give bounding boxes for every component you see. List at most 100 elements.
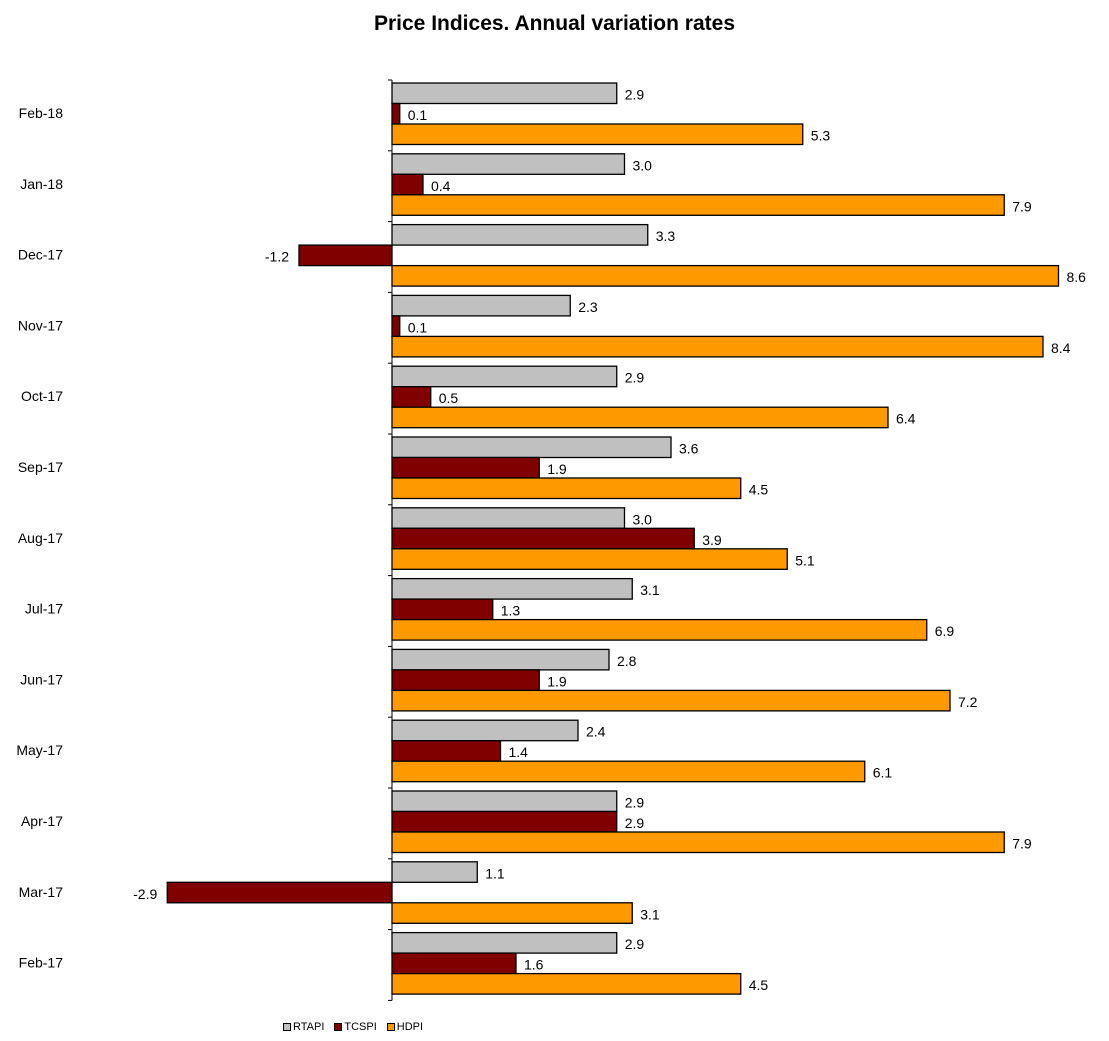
category-label: Jul-17 bbox=[25, 601, 63, 617]
data-label: 0.4 bbox=[431, 178, 451, 194]
bar-hdpi bbox=[391, 618, 928, 641]
data-label: 3.9 bbox=[702, 532, 722, 548]
bar-hdpi bbox=[391, 406, 889, 429]
bar-rtapi bbox=[391, 790, 618, 813]
data-label: 6.9 bbox=[935, 623, 955, 639]
category-label: Aug-17 bbox=[18, 530, 63, 546]
bar-hdpi bbox=[391, 972, 742, 995]
bar-rtapi bbox=[391, 507, 626, 529]
data-label: 5.1 bbox=[795, 552, 815, 568]
category-label: Apr-17 bbox=[21, 813, 63, 829]
bar-rtapi bbox=[391, 436, 672, 459]
bar-hdpi bbox=[391, 194, 1005, 216]
legend-item-hdpi: HDPI bbox=[386, 1021, 424, 1033]
data-label: 5.3 bbox=[811, 128, 831, 144]
data-label: 0.1 bbox=[408, 107, 428, 123]
bar-tcspi bbox=[391, 456, 540, 479]
bar-tcspi bbox=[298, 244, 393, 267]
bar-hdpi bbox=[391, 831, 1005, 854]
legend-item-tcspi: TCSPI bbox=[334, 1021, 377, 1033]
data-label: 3.1 bbox=[640, 582, 660, 598]
category-label: Nov-17 bbox=[18, 317, 63, 333]
bar-tcspi bbox=[391, 173, 424, 196]
category-label: Sep-17 bbox=[18, 459, 63, 475]
category-label: Jun-17 bbox=[20, 671, 63, 687]
category-label: Mar-17 bbox=[19, 884, 64, 900]
bar-rtapi bbox=[391, 931, 618, 954]
legend-swatch bbox=[386, 1023, 395, 1031]
bar-hdpi bbox=[391, 123, 804, 146]
data-label: 2.9 bbox=[625, 370, 645, 386]
category-label: Dec-17 bbox=[18, 247, 63, 263]
bar-hdpi bbox=[391, 477, 742, 500]
legend-label: RTAPI bbox=[293, 1021, 325, 1033]
data-label: -2.9 bbox=[133, 886, 157, 902]
chart-title: Price Indices. Annual variation rates bbox=[373, 12, 736, 35]
data-label: 2.9 bbox=[625, 87, 645, 103]
data-label: 1.6 bbox=[524, 957, 544, 973]
bar-hdpi bbox=[391, 760, 866, 783]
bar-tcspi bbox=[166, 881, 393, 904]
data-label: 3.1 bbox=[640, 906, 660, 922]
bar-hdpi bbox=[391, 335, 1044, 358]
data-label: 4.5 bbox=[749, 977, 769, 993]
data-label: 7.9 bbox=[1012, 198, 1032, 214]
data-label: 4.5 bbox=[749, 482, 769, 498]
category-label: Jan-18 bbox=[20, 176, 63, 192]
data-label: 6.1 bbox=[873, 765, 893, 781]
bar-rtapi bbox=[391, 861, 478, 883]
data-label: 0.1 bbox=[408, 319, 428, 335]
bar-tcspi bbox=[391, 102, 401, 125]
data-label: 2.8 bbox=[617, 653, 637, 669]
bar-rtapi bbox=[391, 648, 610, 671]
bar-rtapi bbox=[391, 365, 618, 388]
bar-rtapi bbox=[391, 719, 579, 742]
data-label: 2.9 bbox=[625, 815, 645, 831]
data-label: 3.3 bbox=[656, 228, 676, 244]
data-label: 1.9 bbox=[547, 673, 567, 689]
data-label: 3.6 bbox=[679, 441, 699, 457]
data-label: 7.2 bbox=[958, 694, 978, 710]
bar-rtapi bbox=[391, 577, 633, 600]
bar-rtapi bbox=[391, 223, 649, 246]
bar-hdpi bbox=[391, 548, 788, 570]
data-label: 3.0 bbox=[633, 157, 653, 173]
bar-rtapi bbox=[391, 294, 571, 317]
bar-tcspi bbox=[391, 810, 618, 833]
bar-rtapi bbox=[391, 82, 618, 105]
data-label: -1.2 bbox=[265, 249, 289, 265]
data-label: 1.9 bbox=[547, 461, 567, 477]
bar-tcspi bbox=[391, 669, 540, 692]
data-label: 2.3 bbox=[578, 299, 598, 315]
data-label: 6.4 bbox=[896, 411, 916, 427]
data-label: 3.0 bbox=[633, 511, 653, 527]
bar-tcspi bbox=[391, 598, 494, 621]
data-label: 2.9 bbox=[625, 795, 645, 811]
data-label: 8.6 bbox=[1067, 269, 1087, 285]
data-label: 0.5 bbox=[439, 390, 459, 406]
legend-label: TCSPI bbox=[344, 1021, 377, 1033]
data-label: 2.9 bbox=[625, 936, 645, 952]
bar-hdpi bbox=[391, 264, 1060, 287]
bar-tcspi bbox=[391, 952, 517, 975]
bar-hdpi bbox=[391, 689, 951, 712]
data-label: 1.1 bbox=[485, 865, 505, 881]
legend: RTAPI TCSPI HDPI bbox=[283, 1021, 423, 1033]
bar-tcspi bbox=[391, 315, 401, 338]
legend-swatch bbox=[334, 1023, 343, 1031]
category-label: Oct-17 bbox=[21, 388, 63, 404]
category-label: Feb-17 bbox=[19, 955, 64, 971]
data-label: 2.4 bbox=[586, 724, 606, 740]
legend-item-rtapi: RTAPI bbox=[283, 1021, 324, 1033]
bar-rtapi bbox=[391, 153, 626, 175]
bar-tcspi bbox=[391, 386, 432, 408]
category-label: May-17 bbox=[16, 742, 63, 758]
category-label: Feb-18 bbox=[19, 105, 64, 121]
bar-tcspi bbox=[391, 527, 695, 550]
legend-label: HDPI bbox=[396, 1021, 424, 1033]
data-label: 7.9 bbox=[1012, 836, 1032, 852]
legend-swatch bbox=[283, 1023, 291, 1031]
data-label: 8.4 bbox=[1051, 340, 1071, 356]
data-label: 1.4 bbox=[509, 744, 529, 760]
